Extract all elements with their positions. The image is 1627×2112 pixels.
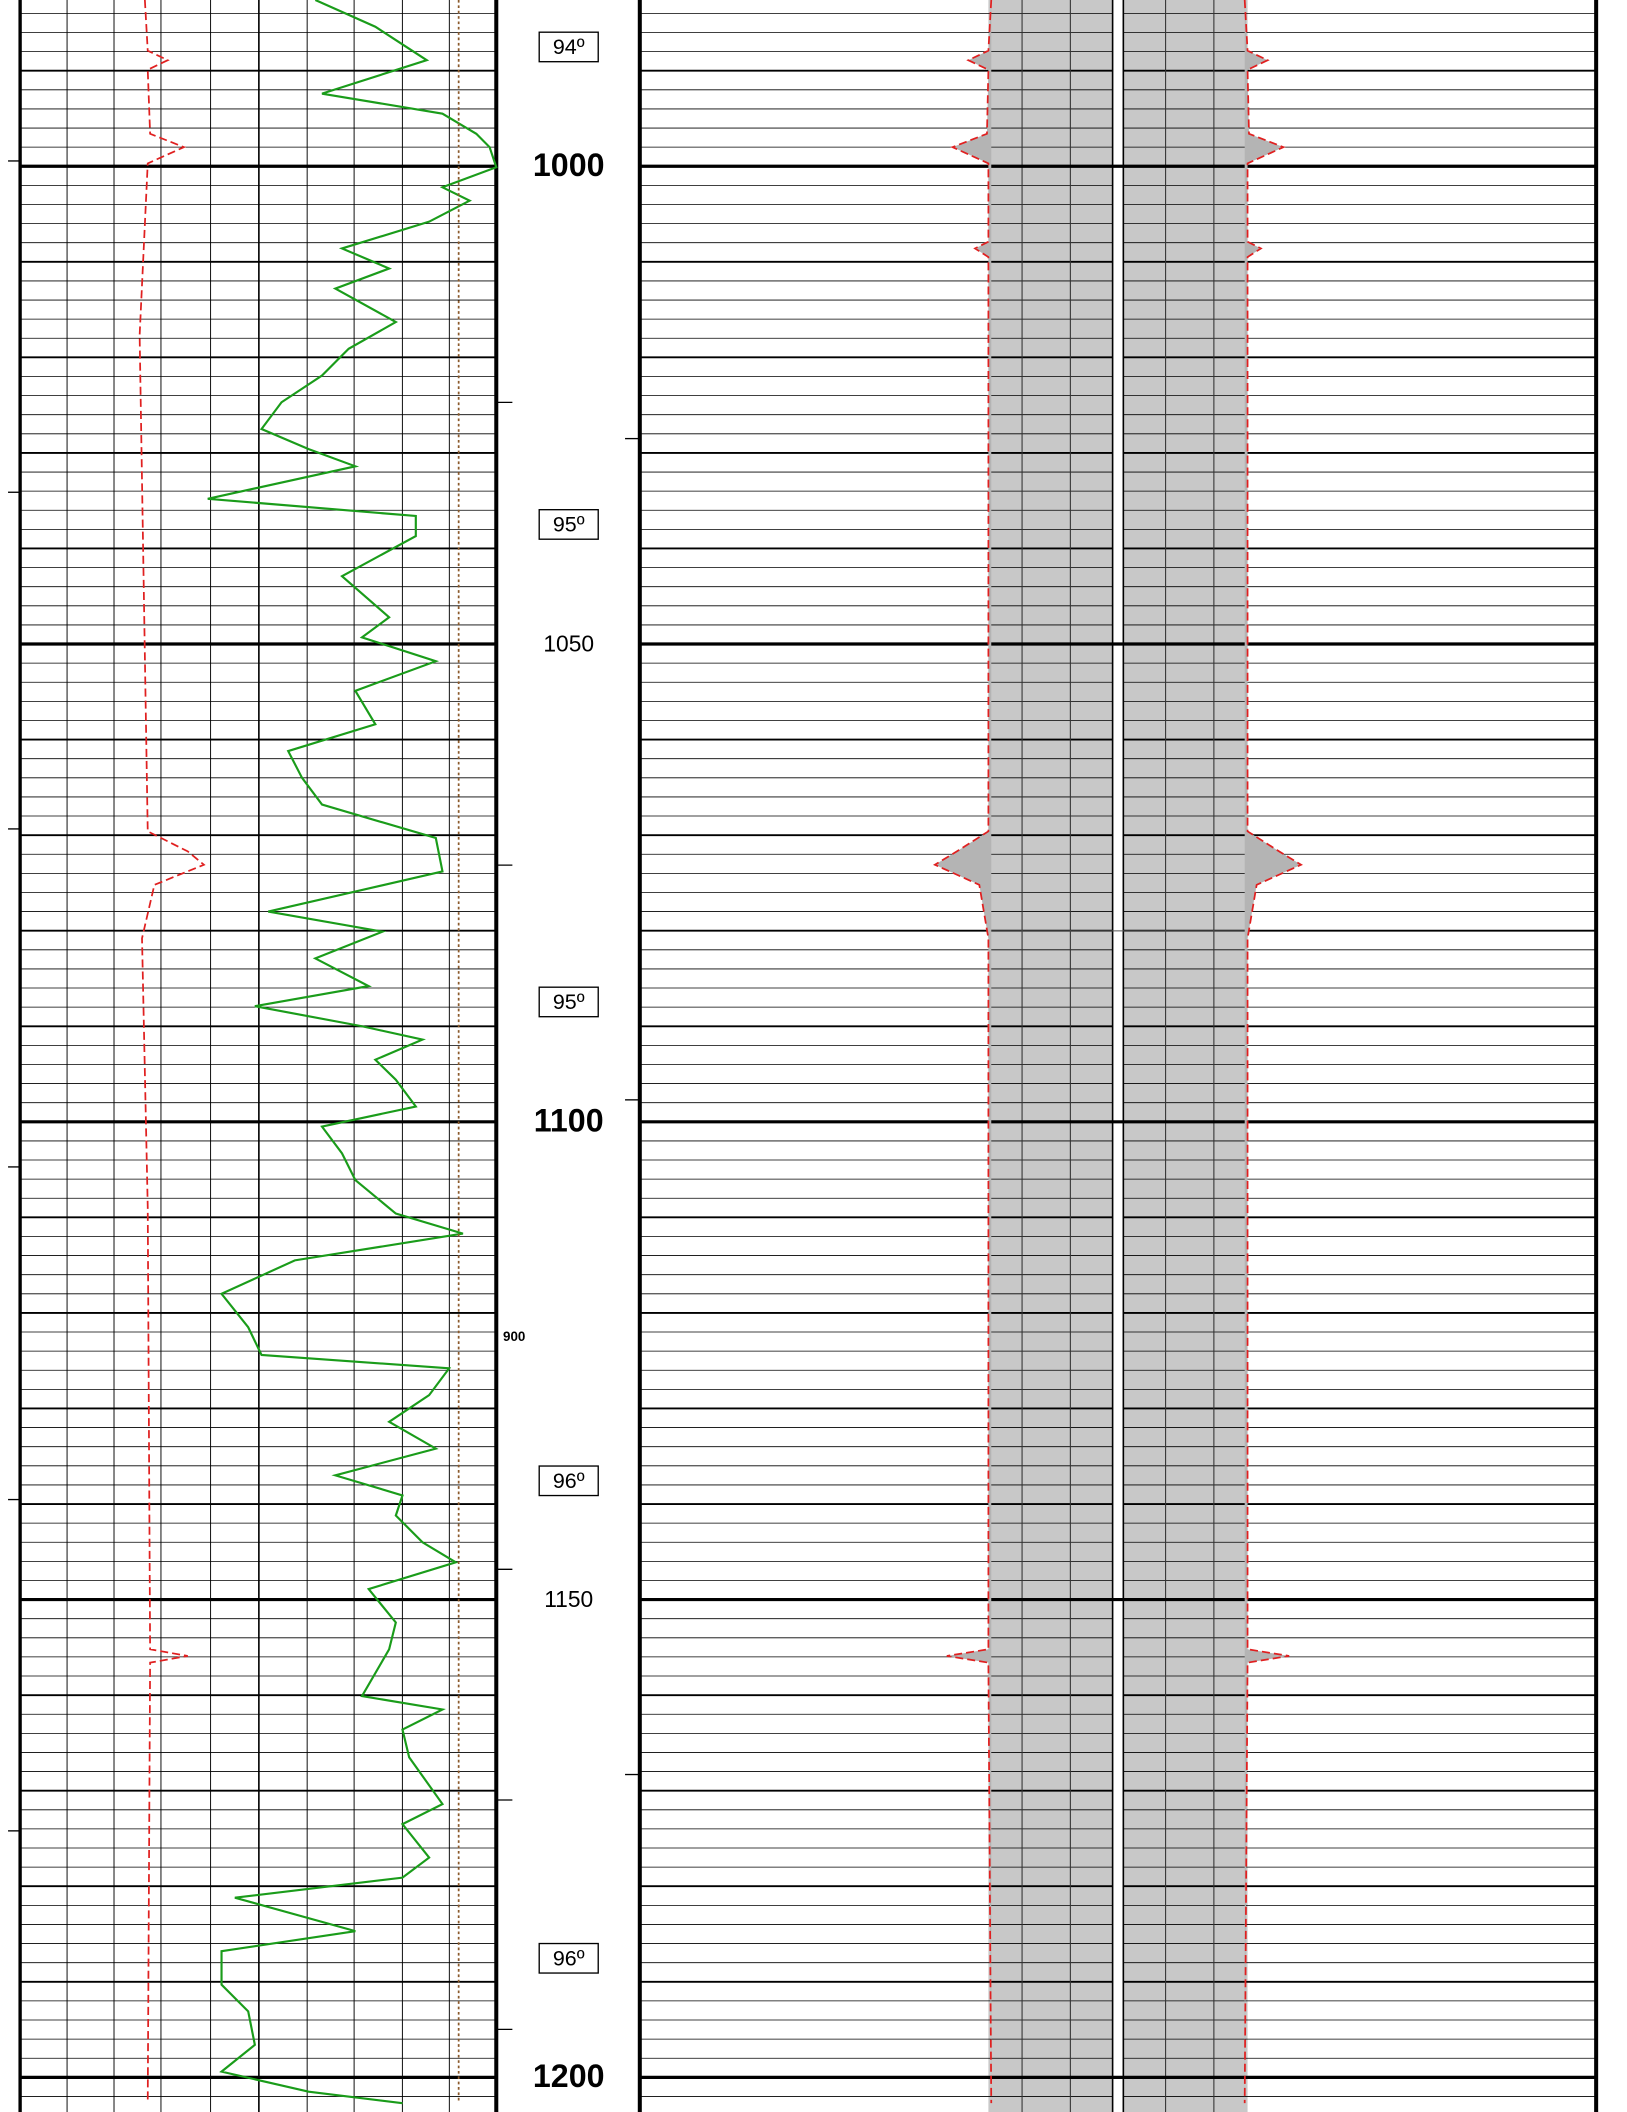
annotation-box (538, 31, 599, 63)
depth-label: 1050 (543, 630, 594, 656)
caliper-curve (1243, 0, 1303, 2104)
depth-label: 1000 (533, 147, 605, 183)
annotation-box (538, 986, 599, 1018)
log-curve (138, 0, 206, 2104)
depth-label: 1150 (544, 1586, 593, 1612)
grid (8, 0, 1599, 2112)
annotation: 96º (553, 1469, 585, 1493)
depth-label: 1200 (533, 2058, 605, 2094)
caliper-curve (932, 0, 993, 2104)
annotation-box (538, 509, 599, 540)
annotation-box (538, 1465, 599, 1497)
annotation: 94º (553, 35, 585, 59)
depth-label: 1100 (534, 1103, 604, 1139)
labels: 1000 1050 1100 1150 1200 94º 95º 95º 96º 96º 900 (503, 31, 605, 2094)
log-curve (207, 0, 498, 2105)
curves (138, 0, 1303, 2105)
annotation: 95º (553, 990, 585, 1014)
annotation: 95º (553, 512, 585, 536)
annotation-box (538, 1942, 599, 1974)
annotation: 96º (553, 1946, 585, 1970)
note: 900 (503, 1329, 525, 1344)
